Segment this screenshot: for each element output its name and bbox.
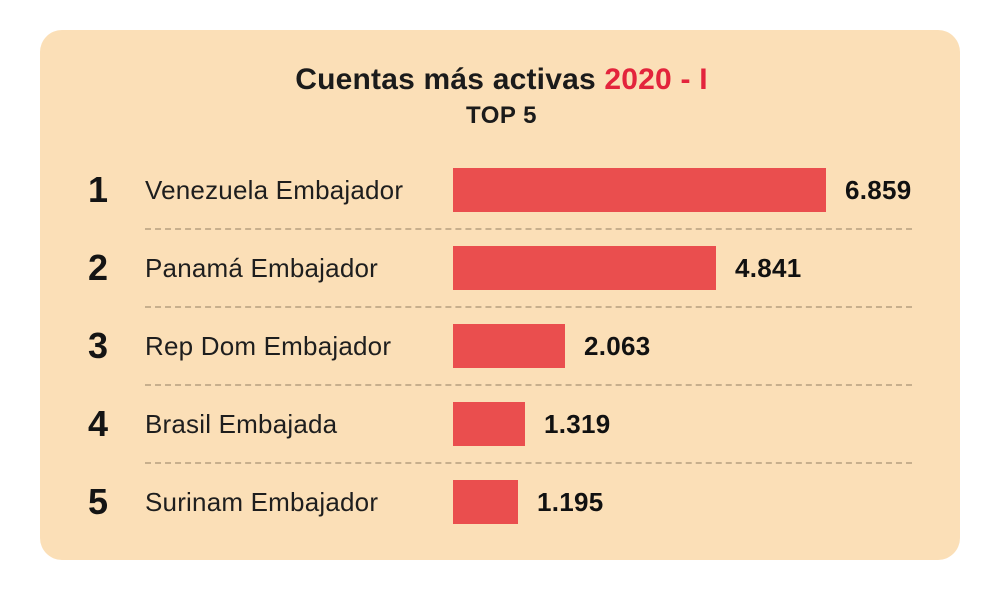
bar [453, 168, 826, 212]
chart-row: 4 Brasil Embajada 1.319 [88, 402, 915, 446]
chart-subtitle: TOP 5 [466, 102, 537, 129]
bar-area: 2.063 [453, 324, 915, 368]
bar-area: 4.841 [453, 246, 915, 290]
value-label: 1.195 [537, 486, 604, 517]
category-label: Rep Dom Embajador [145, 330, 392, 361]
bar [453, 324, 565, 368]
rank-number: 5 [88, 481, 109, 522]
bar-area: 6.859 [453, 168, 915, 212]
row-divider [145, 384, 912, 386]
rank-number: 4 [88, 403, 109, 444]
bar [453, 246, 716, 290]
category-label: Surinam Embajador [145, 486, 379, 517]
chart-card: Cuentas más activas 2020 - I TOP 5 1 Ven… [40, 30, 960, 560]
category-label: Panamá Embajador [145, 252, 378, 283]
chart-row: 3 Rep Dom Embajador 2.063 [88, 324, 915, 368]
row-divider [145, 228, 912, 230]
value-label: 1.319 [544, 408, 611, 439]
rank-number: 2 [88, 247, 109, 288]
chart-title: Cuentas más activas 2020 - I [88, 62, 915, 98]
chart-row: 5 Surinam Embajador 1.195 [88, 480, 915, 524]
category-label: Brasil Embajada [145, 408, 338, 439]
bar [453, 480, 518, 524]
rank-number: 1 [88, 169, 109, 210]
value-label: 6.859 [845, 174, 912, 205]
row-divider [145, 306, 912, 308]
chart-row: 1 Venezuela Embajador 6.859 [88, 168, 915, 212]
chart-title-period: 2020 - I [604, 63, 708, 96]
value-label: 2.063 [584, 330, 651, 361]
chart-row: 2 Panamá Embajador 4.841 [88, 246, 915, 290]
bar-area: 1.195 [453, 480, 915, 524]
chart-rows: 1 Venezuela Embajador 6.859 2 Panamá Emb… [88, 168, 915, 524]
row-divider [145, 462, 912, 464]
bar [453, 402, 525, 446]
rank-number: 3 [88, 325, 109, 366]
value-label: 4.841 [735, 252, 802, 283]
bar-area: 1.319 [453, 402, 915, 446]
category-label: Venezuela Embajador [145, 174, 404, 205]
chart-title-main: Cuentas más activas [295, 63, 596, 96]
